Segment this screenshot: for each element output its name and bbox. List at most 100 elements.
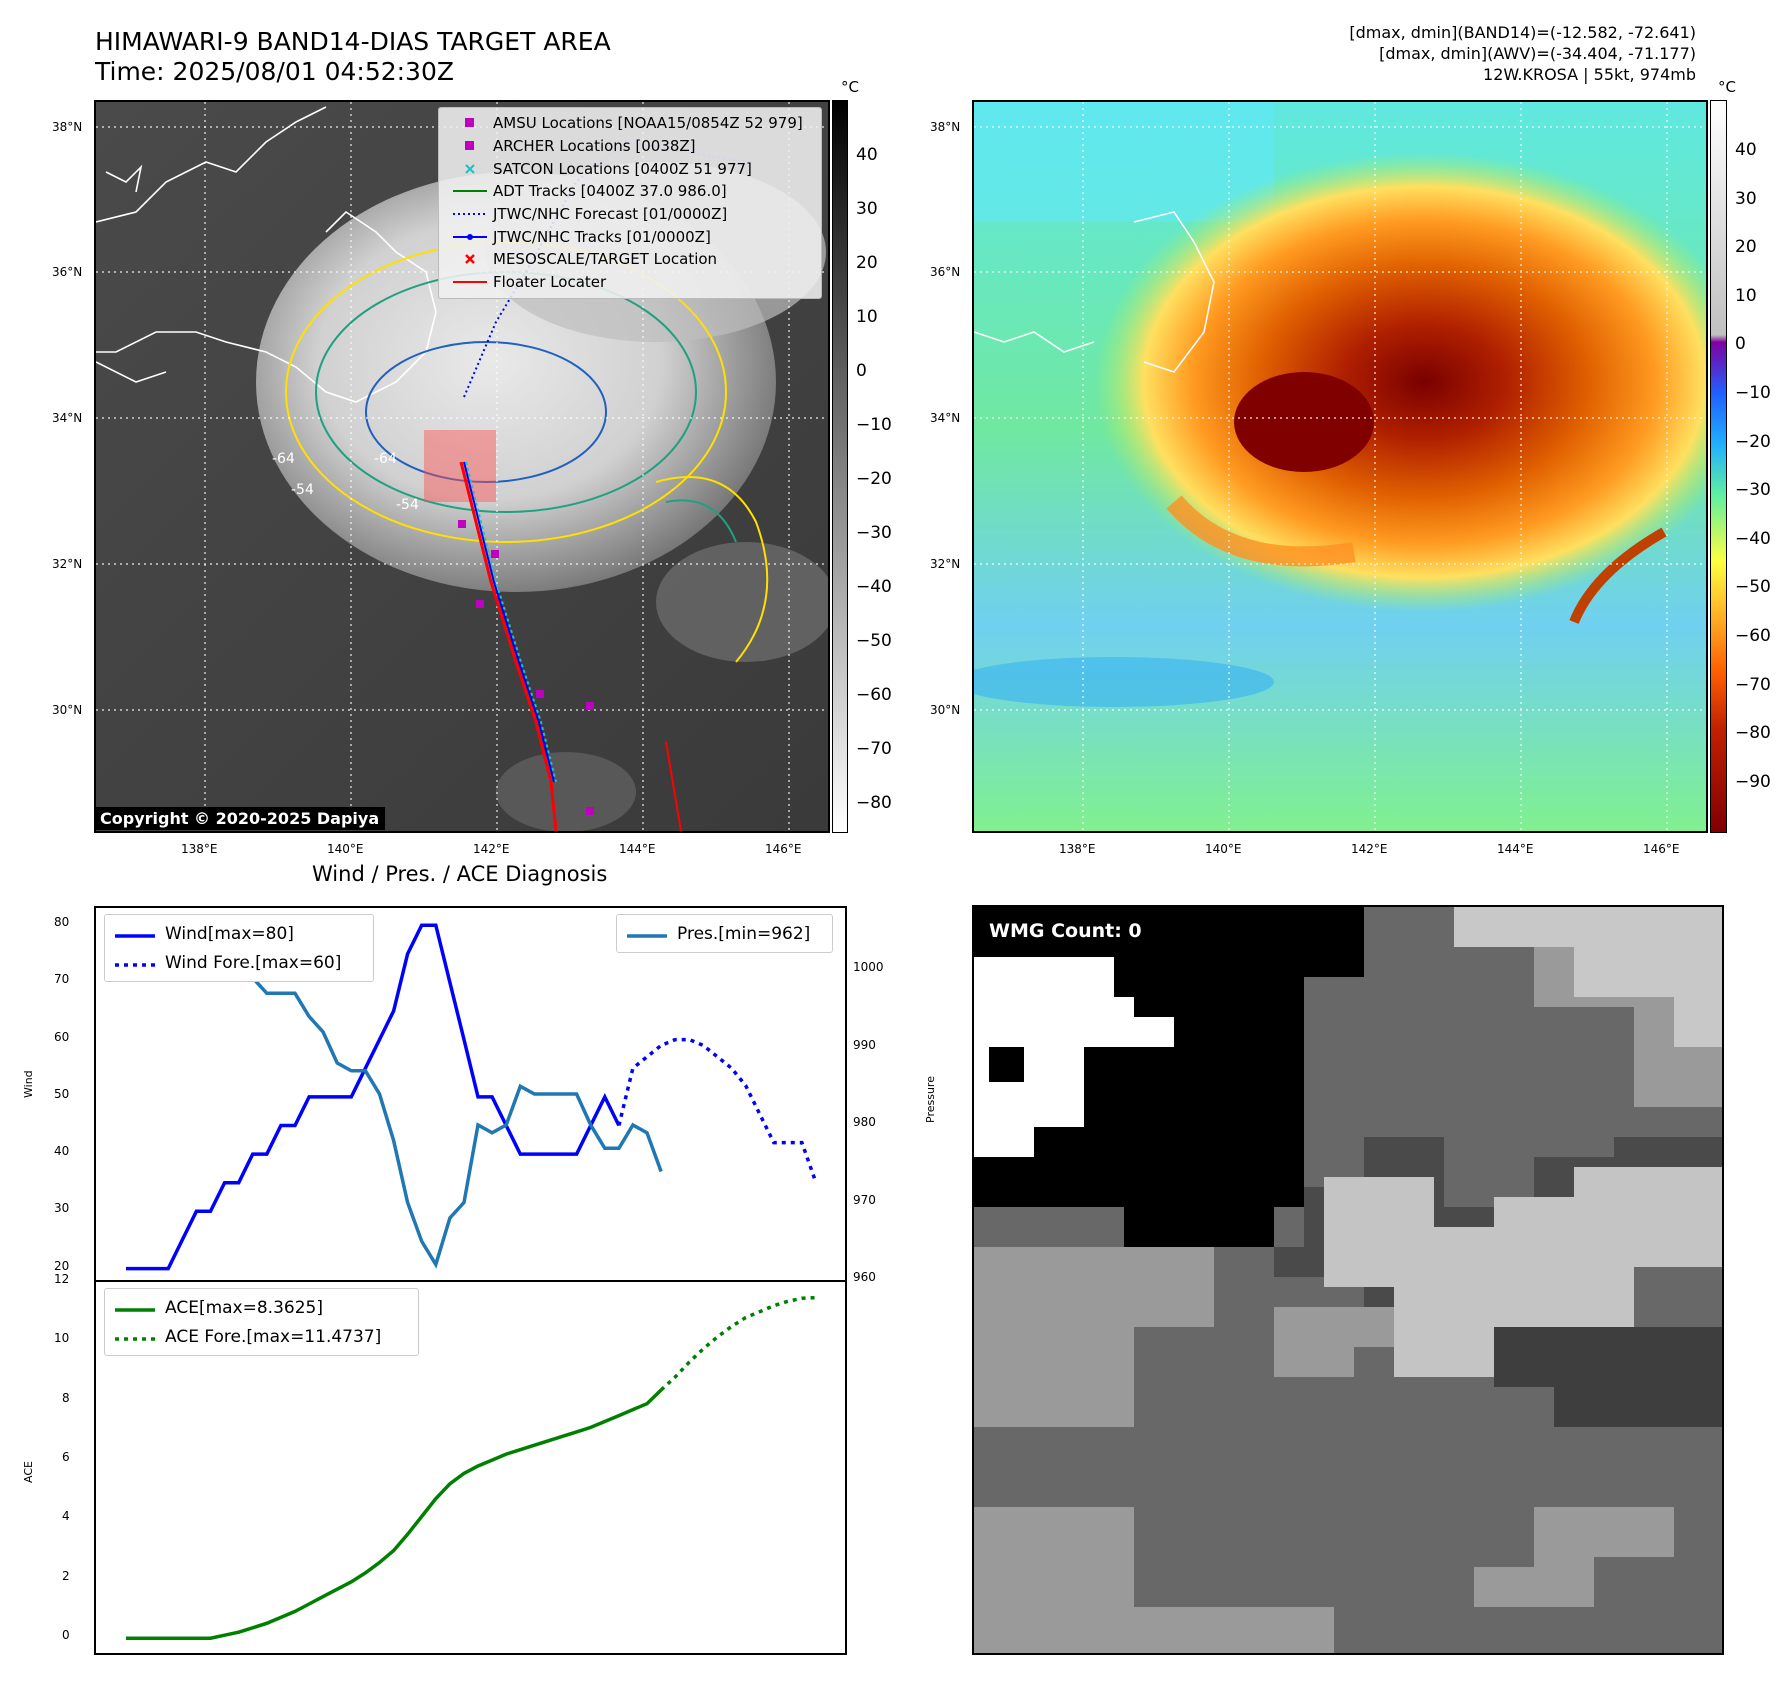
wv-colorbar-tick: −90 [1735, 771, 1771, 792]
lon-label: 146°E [1643, 842, 1680, 856]
diagnosis-chart-title: Wind / Pres. / ACE Diagnosis [312, 862, 608, 886]
figure-time: Time: 2025/08/01 04:52:30Z [95, 57, 454, 86]
ace-legend: ACE[max=8.3625] ACE Fore.[max=11.4737] [104, 1288, 419, 1356]
legend-entry-wind-forecast: Wind Fore.[max=60] [113, 948, 365, 977]
legend-label: ACE Fore.[max=11.4737] [165, 1326, 382, 1347]
wind-tick-label: 50 [54, 1086, 70, 1101]
legend-entry-floater: Floater Locater [447, 271, 813, 294]
series-line-3 [126, 945, 663, 1269]
wv-colorbar-tick: −50 [1735, 577, 1771, 598]
green-line-icon [113, 1298, 165, 1318]
legend-entry-adt: ADT Tracks [0400Z 37.0 986.0] [447, 180, 813, 203]
magenta-square-icon [447, 141, 493, 151]
pressure-axis-label: Pressure [924, 1076, 937, 1123]
ir-colorbar-tick: −40 [856, 577, 892, 597]
ir-colorbar-unit: °C [841, 78, 859, 96]
wmg-image [974, 907, 1722, 1653]
legend-entry-satcon: SATCON Locations [0400Z 51 977] [447, 157, 813, 180]
contour-label: -64 [374, 451, 397, 467]
ir-colorbar-tick: −60 [856, 685, 892, 705]
wv-colorbar-tick: 20 [1735, 237, 1757, 258]
lat-label: 38°N [52, 120, 83, 134]
series-line-1 [126, 923, 621, 1271]
wind-tick-label: 70 [54, 972, 70, 987]
ace-plot [126, 1295, 817, 1640]
ir-colorbar-tick: −50 [856, 631, 892, 651]
lat-label: 32°N [52, 557, 83, 571]
ir-colorbar-tick: 30 [856, 199, 878, 219]
legend-entry-wind: Wind[max=80] [113, 919, 365, 948]
pressure-tick-label: 960 [853, 1270, 876, 1284]
blue-line-dot-icon [447, 233, 493, 241]
legend-label: JTWC/NHC Forecast [01/0000Z] [493, 205, 728, 224]
blue-dotted-line-icon [113, 953, 165, 973]
legend-label: ARCHER Locations [0038Z] [493, 137, 696, 156]
wv-colorbar-tick: −80 [1735, 723, 1771, 744]
ir-colorbar-tick: −80 [856, 793, 892, 813]
ace-tick-label: 10 [54, 1331, 70, 1346]
ir-colorbar-tick: −20 [856, 469, 892, 489]
wind-tick-label: 30 [54, 1201, 70, 1216]
ir-colorbar-tick: 40 [856, 145, 878, 165]
ir-colorbar-tick: −30 [856, 523, 892, 543]
ace-tick-label: 2 [62, 1568, 70, 1583]
lon-label: 146°E [765, 842, 802, 856]
pressure-tick-label: 990 [853, 1037, 876, 1052]
lon-label: 140°E [1205, 842, 1242, 856]
wmg-panel [972, 905, 1724, 1655]
lat-label: 34°N [930, 411, 961, 425]
wind-tick-label: 80 [54, 915, 70, 930]
ace-tick-label: 12 [54, 1272, 70, 1286]
copyright-badge: Copyright © 2020-2025 Dapiya [94, 807, 386, 830]
legend-label: Floater Locater [493, 273, 607, 292]
lon-label: 138°E [1059, 842, 1096, 856]
wv-colorbar-tick: −70 [1735, 674, 1771, 695]
ir-colorbar-tick: 0 [856, 361, 867, 381]
ir-colorbar-tick: 10 [856, 307, 878, 327]
legend-entry-pressure: Pres.[min=962] [625, 919, 824, 948]
pressure-tick-label: 980 [853, 1115, 876, 1129]
legend-label: SATCON Locations [0400Z 51 977] [493, 159, 752, 178]
ace-tick-label: 4 [62, 1509, 70, 1524]
wv-colorbar-tick: −10 [1735, 383, 1771, 403]
wind-axis-label: Wind [22, 1070, 35, 1098]
lon-label: 144°E [619, 842, 656, 856]
wv-colorbar-tick: −40 [1735, 528, 1771, 549]
ir-colorbar-tick: 20 [856, 253, 878, 273]
wind-tick-label: 40 [54, 1144, 70, 1159]
legend-label: Pres.[min=962] [677, 923, 811, 944]
figure-title-block: HIMAWARI-9 BAND14-DIAS TARGET AREA Time:… [95, 27, 611, 87]
red-line-icon [447, 279, 493, 285]
pressure-tick-label: 970 [853, 1192, 876, 1207]
wv-colorbar-tick: 0 [1735, 334, 1746, 355]
wind-tick-label: 60 [54, 1029, 70, 1044]
storm-info: 12W.KROSA | 55kt, 974mb [1483, 65, 1696, 84]
wv-colorbar-tick: −30 [1735, 480, 1771, 501]
red-x-icon [447, 254, 493, 265]
wind-legend: Wind[max=80] Wind Fore.[max=60] [104, 914, 374, 982]
lon-label: 142°E [1351, 842, 1388, 856]
legend-entry-tracks: JTWC/NHC Tracks [01/0000Z] [447, 225, 813, 248]
wmg-count-label: WMG Count: 0 [989, 920, 1142, 942]
legend-entry-archer: ARCHER Locations [0038Z] [447, 135, 813, 158]
legend-entry-ace: ACE[max=8.3625] [113, 1293, 410, 1322]
wv-colorbar-tick: 10 [1735, 285, 1757, 306]
blue-line-icon [113, 924, 165, 944]
ace-tick-label: 8 [62, 1390, 70, 1405]
contour-label: -54 [291, 482, 314, 498]
contour-label: -64 [272, 451, 295, 467]
ace-panel [94, 1280, 847, 1655]
wv-colorbar-tick: −60 [1735, 626, 1771, 646]
lon-label: 142°E [473, 842, 510, 856]
wv-colorbar-tick: 30 [1735, 188, 1757, 209]
series-line-2 [617, 1037, 818, 1184]
ace-series-line-1 [126, 1388, 663, 1640]
legend-label: AMSU Locations [NOAA15/0854Z 52 979] [493, 114, 803, 133]
ace-tick-label: 6 [62, 1450, 70, 1465]
wv-colorbar-tick: −20 [1735, 431, 1771, 452]
lat-label: 32°N [930, 557, 961, 571]
lat-label: 38°N [930, 120, 961, 134]
lat-label: 36°N [930, 265, 961, 279]
legend-label: Wind Fore.[max=60] [165, 952, 342, 973]
magenta-square-icon [447, 118, 493, 128]
